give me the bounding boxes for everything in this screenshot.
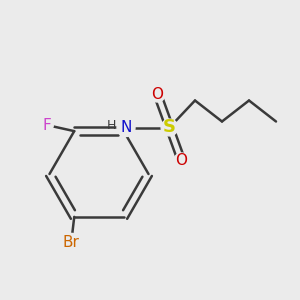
Text: O: O — [152, 87, 164, 102]
Text: H: H — [107, 118, 116, 132]
Circle shape — [161, 119, 178, 136]
Text: N: N — [120, 120, 132, 135]
Circle shape — [174, 153, 189, 168]
Circle shape — [117, 118, 135, 136]
Circle shape — [150, 87, 165, 102]
Circle shape — [41, 119, 53, 131]
Circle shape — [62, 233, 80, 251]
Text: S: S — [163, 118, 176, 136]
Text: O: O — [176, 153, 188, 168]
Text: Br: Br — [63, 235, 80, 250]
Text: F: F — [43, 118, 52, 133]
